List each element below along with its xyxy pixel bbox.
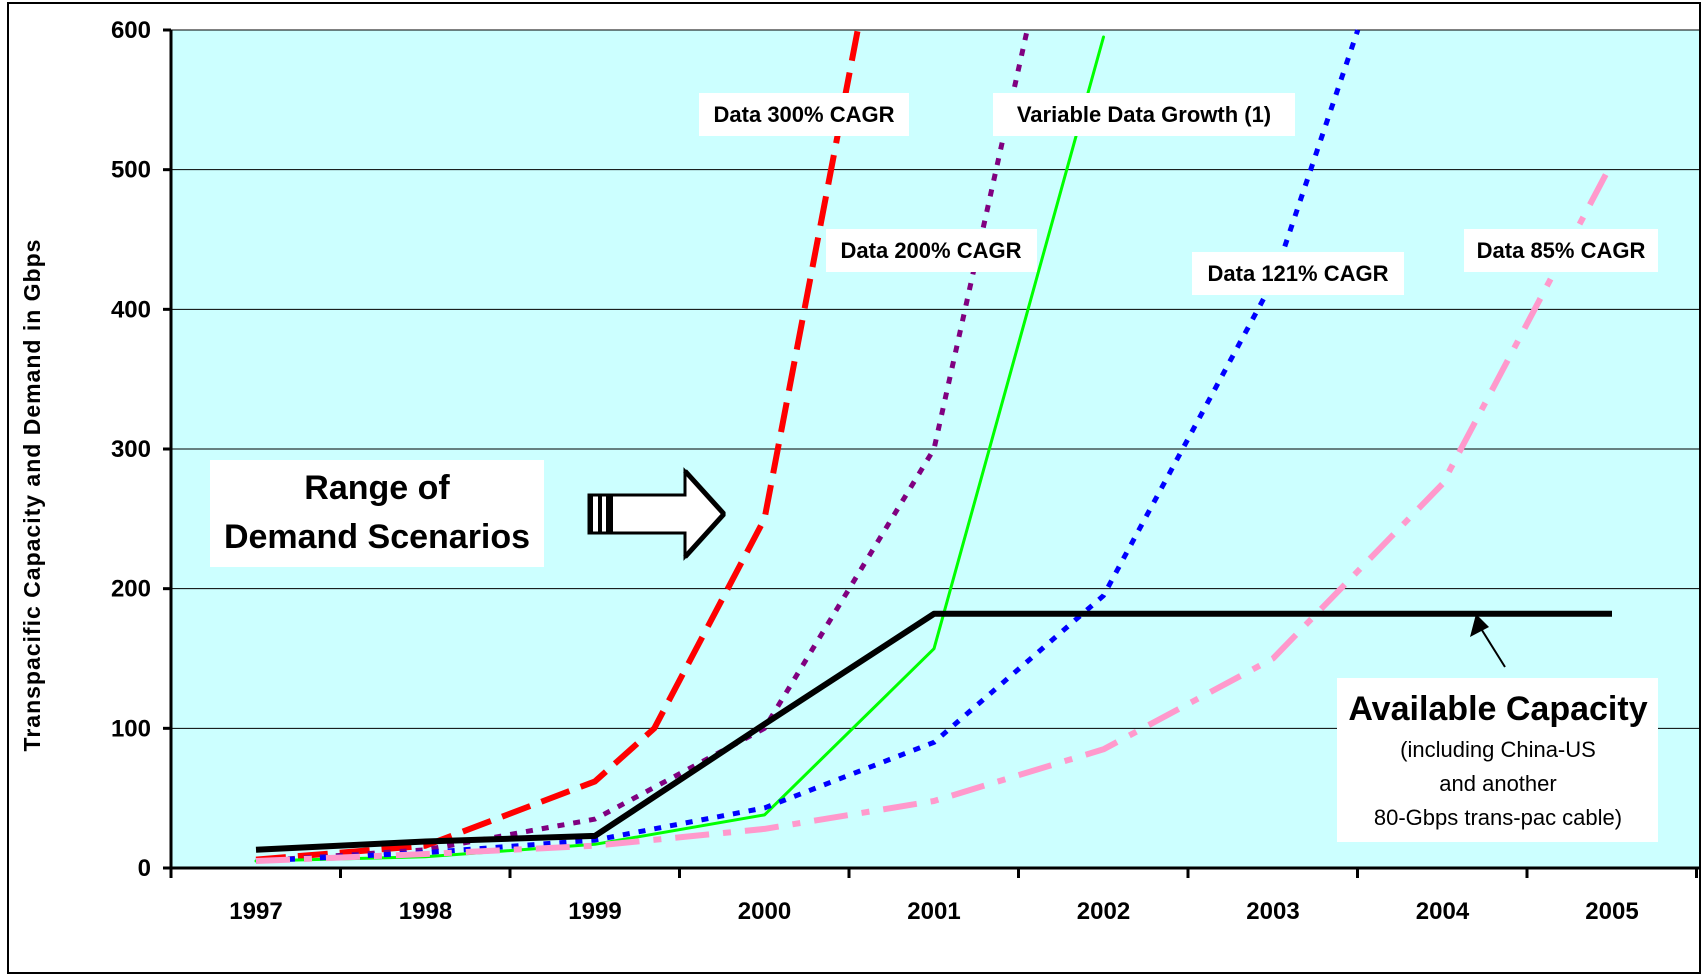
- available-capacity-line2: and another: [1439, 771, 1556, 796]
- y-tick-label: 600: [111, 17, 151, 44]
- series-label-data-85: Data 85% CAGR: [1477, 238, 1646, 263]
- series-label-data-300: Data 300% CAGR: [714, 102, 895, 127]
- series-label-data-121: Data 121% CAGR: [1208, 261, 1389, 286]
- x-tick-label: 1997: [229, 898, 282, 925]
- x-tick-label: 1999: [568, 898, 621, 925]
- y-tick-label: 200: [111, 576, 151, 603]
- x-tick-label: 1998: [399, 898, 452, 925]
- series-label-data-200: Data 200% CAGR: [841, 238, 1022, 263]
- range-of-demand-box: Range of Demand Scenarios: [210, 460, 544, 567]
- available-capacity-line3: 80-Gbps trans-pac cable): [1374, 805, 1622, 830]
- x-tick-label: 2000: [738, 898, 791, 925]
- label-data-200: Data 200% CAGR: [826, 229, 1037, 272]
- y-tick-label: 400: [111, 296, 151, 323]
- label-data-85: Data 85% CAGR: [1464, 229, 1658, 272]
- x-tick-label: 2004: [1416, 898, 1470, 925]
- y-tick-label: 500: [111, 157, 151, 184]
- y-tick-label: 0: [138, 855, 151, 882]
- label-variable: Variable Data Growth (1): [993, 93, 1295, 136]
- range-box-line1: Range of: [304, 469, 450, 507]
- x-tick-label: 2002: [1077, 898, 1130, 925]
- x-tick-labels: 1997 1998 1999 2000 2001 2002 2003 2004 2005: [229, 898, 1638, 925]
- y-tick-label: 300: [111, 436, 151, 463]
- label-data-121: Data 121% CAGR: [1192, 252, 1404, 295]
- x-tick-label: 2001: [907, 898, 960, 925]
- y-tick-label: 100: [111, 715, 151, 742]
- series-label-variable: Variable Data Growth (1): [1017, 102, 1271, 127]
- available-capacity-title: Available Capacity: [1348, 690, 1647, 728]
- x-tick-label: 2003: [1246, 898, 1299, 925]
- available-capacity-line1: (including China-US: [1400, 737, 1596, 762]
- x-tick-label: 2005: [1585, 898, 1638, 925]
- label-data-300: Data 300% CAGR: [699, 93, 909, 136]
- range-box-line2: Demand Scenarios: [224, 518, 530, 556]
- y-axis-label: Transpacific Capacity and Demand in Gbps: [19, 239, 45, 752]
